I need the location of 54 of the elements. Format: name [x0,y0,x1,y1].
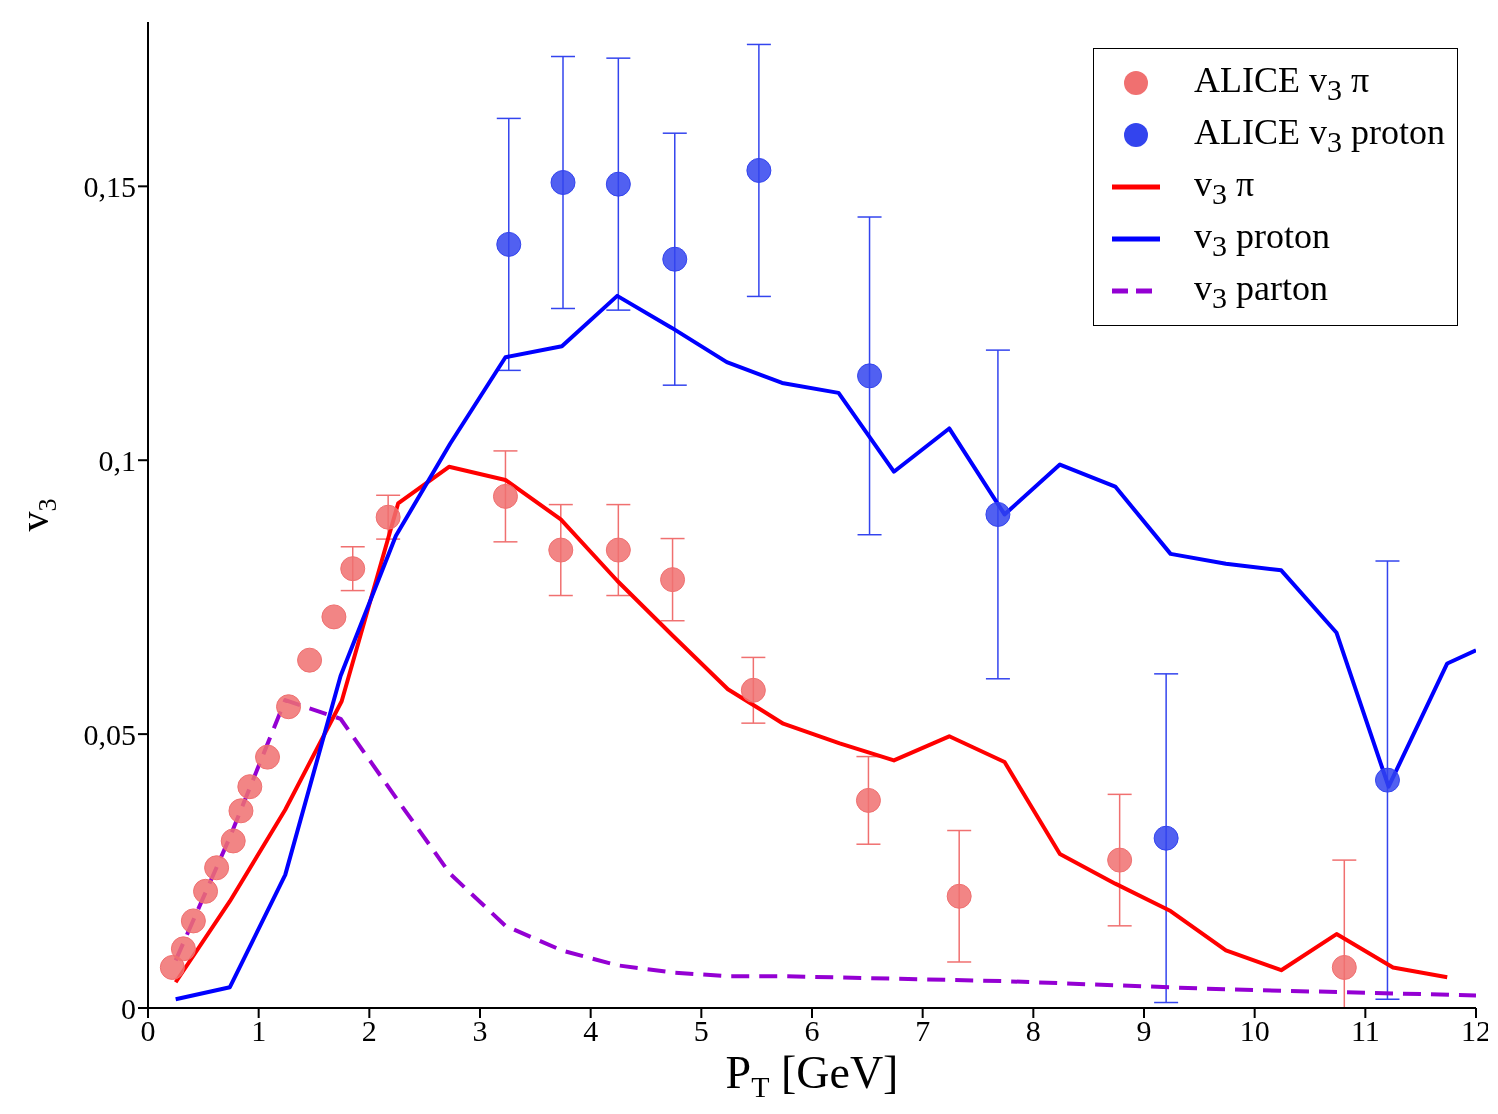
point [605,171,631,197]
point [496,231,522,257]
point [746,157,772,183]
y-tick-label: 0,15 [83,169,136,203]
point [740,677,766,703]
point [220,828,246,854]
point [857,363,883,389]
point [255,744,281,770]
point [1331,954,1357,980]
point [159,954,185,980]
point [548,537,574,563]
point [204,855,230,881]
x-axis-title: P$_{T}$ [GeV] [725,1047,899,1103]
legend-label: ALICE v$_{3}$ proton [1194,110,1445,160]
point [375,504,401,530]
point [237,774,263,800]
y-tick-label: 0,05 [83,717,136,751]
x-tick-label: 6 [804,1014,820,1048]
legend-label: v$_{3}$ parton [1194,266,1328,316]
point [1374,767,1400,793]
x-tick-label: 7 [915,1014,931,1048]
y-tick-label: 0 [121,991,136,1025]
legend-label: v$_{3}$ proton [1194,214,1331,264]
point [340,556,366,582]
point [297,647,323,673]
point [492,483,518,509]
point [321,604,347,630]
x-tick-label: 4 [583,1014,599,1048]
x-tick-label: 1 [251,1014,267,1048]
x-tick-label: 5 [693,1014,709,1048]
point [276,694,302,720]
point [946,883,972,909]
x-tick-label: 11 [1350,1014,1380,1048]
point [1153,825,1179,851]
point [605,537,631,563]
x-tick-label: 10 [1239,1014,1270,1048]
point [170,936,196,962]
x-tick-label: 9 [1136,1014,1152,1048]
point [985,501,1011,527]
point [660,567,686,593]
legend-label: v$_{3}$ π [1194,162,1255,212]
point [550,170,576,195]
point [193,878,219,904]
x-tick-label: 3 [472,1014,488,1048]
x-tick-label: 8 [1025,1014,1041,1048]
x-tick-label: 2 [361,1014,377,1048]
point [662,246,688,272]
point [180,908,206,934]
line-series [173,464,1450,985]
legend-label: ALICE v$_{3}$ π [1194,58,1370,108]
y-tick-label: 0,1 [98,443,136,477]
point [228,798,254,824]
point [855,787,881,813]
point [1107,847,1133,873]
